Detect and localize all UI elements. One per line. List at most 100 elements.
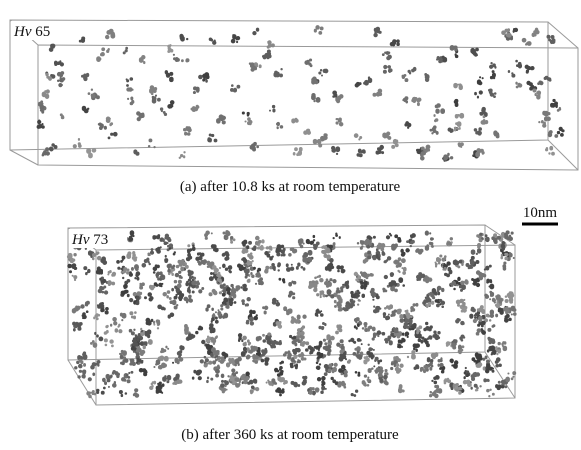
cluster: [437, 357, 444, 368]
cluster: [205, 304, 214, 312]
cluster: [168, 71, 174, 83]
cluster: [155, 272, 164, 281]
cluster: [240, 373, 250, 385]
cluster: [174, 270, 183, 279]
cluster: [129, 295, 140, 306]
cluster: [515, 59, 523, 69]
cluster: [500, 241, 506, 251]
cluster: [459, 334, 466, 342]
cluster: [87, 372, 96, 382]
cluster: [241, 297, 251, 307]
cluster: [470, 248, 482, 256]
cluster: [336, 265, 346, 274]
cluster: [105, 28, 116, 40]
cluster: [436, 285, 445, 293]
cluster: [325, 289, 335, 299]
cluster: [302, 256, 313, 263]
cluster: [74, 360, 83, 370]
cluster: [229, 375, 238, 386]
cluster: [475, 148, 485, 158]
cluster: [348, 337, 357, 344]
cluster: [273, 68, 283, 78]
cluster: [537, 80, 544, 86]
cluster: [210, 352, 219, 359]
cluster: [476, 76, 484, 86]
label-bg: [11, 21, 69, 40]
cluster: [279, 360, 284, 370]
cluster: [474, 90, 483, 99]
cluster: [191, 369, 202, 381]
cluster: [423, 338, 430, 348]
cluster: [457, 142, 464, 148]
cluster: [353, 271, 361, 282]
cluster: [222, 263, 233, 274]
cluster: [407, 66, 417, 75]
hardness-label: Hv 73: [71, 232, 108, 248]
cluster: [262, 337, 273, 347]
cluster: [210, 244, 219, 253]
cluster: [502, 261, 507, 271]
cluster: [436, 298, 446, 308]
cluster: [240, 346, 248, 357]
cluster: [151, 94, 161, 104]
cluster: [248, 345, 258, 354]
cluster: [157, 304, 166, 311]
cluster: [111, 370, 120, 379]
cluster: [429, 125, 439, 135]
cluster: [159, 237, 168, 246]
cluster: [318, 68, 329, 77]
cluster: [291, 336, 301, 347]
cluster: [221, 297, 229, 306]
cluster: [402, 96, 409, 104]
cluster: [397, 257, 406, 264]
cluster: [454, 385, 462, 395]
cluster: [304, 58, 313, 68]
cluster: [285, 263, 295, 272]
cluster: [289, 362, 299, 370]
cluster: [128, 230, 135, 242]
cluster: [337, 380, 347, 389]
cluster: [427, 291, 436, 300]
cluster: [252, 27, 260, 36]
cluster: [117, 265, 126, 275]
cluster: [415, 248, 424, 255]
cluster: [195, 325, 204, 335]
cluster: [495, 294, 503, 304]
cluster: [291, 117, 299, 124]
cluster: [122, 276, 131, 285]
cluster: [470, 306, 476, 313]
cluster: [324, 278, 332, 288]
cluster: [295, 262, 306, 271]
cluster: [524, 64, 535, 74]
cluster: [288, 247, 298, 257]
cluster: [212, 358, 218, 365]
cluster: [271, 262, 281, 272]
cluster: [504, 31, 514, 41]
cluster: [275, 321, 283, 329]
cluster: [312, 138, 323, 148]
cluster: [130, 264, 139, 271]
cluster: [155, 246, 162, 254]
cluster: [164, 70, 170, 78]
cluster: [205, 343, 214, 356]
cluster: [41, 89, 50, 99]
cluster: [216, 114, 226, 125]
cluster: [388, 280, 398, 287]
cluster: [333, 292, 343, 304]
cluster: [210, 335, 218, 344]
cluster: [183, 126, 192, 136]
cluster: [296, 325, 306, 336]
cluster: [441, 55, 448, 63]
cluster: [132, 337, 140, 347]
cluster: [350, 389, 359, 397]
cluster: [282, 350, 292, 360]
cluster: [453, 121, 462, 132]
cluster: [106, 374, 113, 383]
cluster: [313, 340, 323, 352]
cluster: [157, 362, 168, 370]
cluster: [290, 316, 300, 324]
cluster: [504, 313, 512, 323]
cluster: [556, 106, 562, 112]
cluster: [100, 306, 109, 315]
cluster: [242, 335, 252, 347]
